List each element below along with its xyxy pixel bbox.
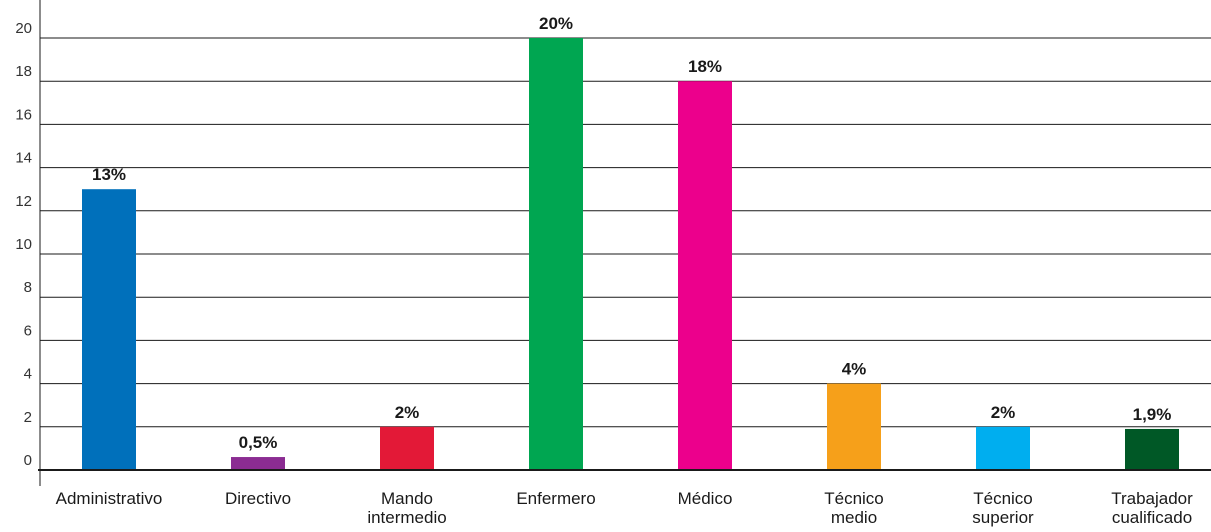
y-tick-label: 2 — [24, 409, 32, 426]
bar — [678, 81, 732, 470]
y-axis-ticks: 0 2 4 6 8 10 12 14 16 18 20 — [15, 20, 32, 469]
data-label: 20% — [539, 14, 573, 33]
category-label-line: Técnico — [973, 489, 1033, 508]
category-label: Técnico medio — [824, 489, 884, 527]
category-label: Directivo — [225, 489, 291, 508]
data-label: 1,9% — [1133, 405, 1172, 424]
data-label: 2% — [991, 403, 1016, 422]
y-tick-label: 12 — [15, 193, 32, 210]
y-tick-label: 18 — [15, 63, 32, 80]
y-tick-label: 0 — [24, 452, 32, 469]
bar — [976, 426, 1030, 470]
gridlines — [40, 37, 1211, 428]
category-label: Técnico superior — [972, 489, 1034, 527]
category-label-line: Administrativo — [56, 489, 163, 508]
data-label: 0,5% — [239, 433, 278, 452]
category-label: Enfermero — [516, 489, 595, 508]
data-label: 4% — [842, 360, 867, 379]
y-tick-label: 14 — [15, 150, 32, 167]
y-tick-label: 6 — [24, 322, 32, 339]
y-tick-label: 10 — [15, 236, 32, 253]
category-label: Administrativo — [56, 489, 163, 508]
category-label-line: Directivo — [225, 489, 291, 508]
category-label-line: Técnico — [824, 489, 884, 508]
category-label-line: Médico — [678, 489, 733, 508]
y-tick-label: 8 — [24, 279, 32, 296]
bar — [82, 189, 136, 470]
bars: 13% 0,5% 2% 20% 18% 4% 2% 1,9% — [82, 14, 1179, 470]
category-label: Médico — [678, 489, 733, 508]
y-tick-label: 16 — [15, 106, 32, 123]
category-label-line: cualificado — [1112, 508, 1192, 527]
data-label: 18% — [688, 57, 722, 76]
category-label: Trabajador cualificado — [1111, 489, 1193, 527]
category-label-line: superior — [972, 508, 1034, 527]
category-labels: Administrativo Directivo Mando intermedio En… — [56, 489, 1194, 527]
category-label-line: Enfermero — [516, 489, 595, 508]
category-label-line: Mando — [381, 489, 433, 508]
bar — [1125, 428, 1179, 470]
category-label-line: medio — [831, 508, 877, 527]
data-label: 13% — [92, 165, 126, 184]
category-label-line: intermedio — [367, 508, 446, 527]
category-label: Mando intermedio — [367, 489, 446, 527]
y-tick-label: 20 — [15, 20, 32, 37]
y-tick-label: 4 — [24, 366, 32, 383]
bar — [380, 426, 434, 470]
bar — [529, 38, 583, 470]
axes — [38, 0, 1211, 486]
category-label-line: Trabajador — [1111, 489, 1193, 508]
bar — [827, 383, 881, 470]
bar — [231, 457, 285, 470]
data-label: 2% — [395, 403, 420, 422]
